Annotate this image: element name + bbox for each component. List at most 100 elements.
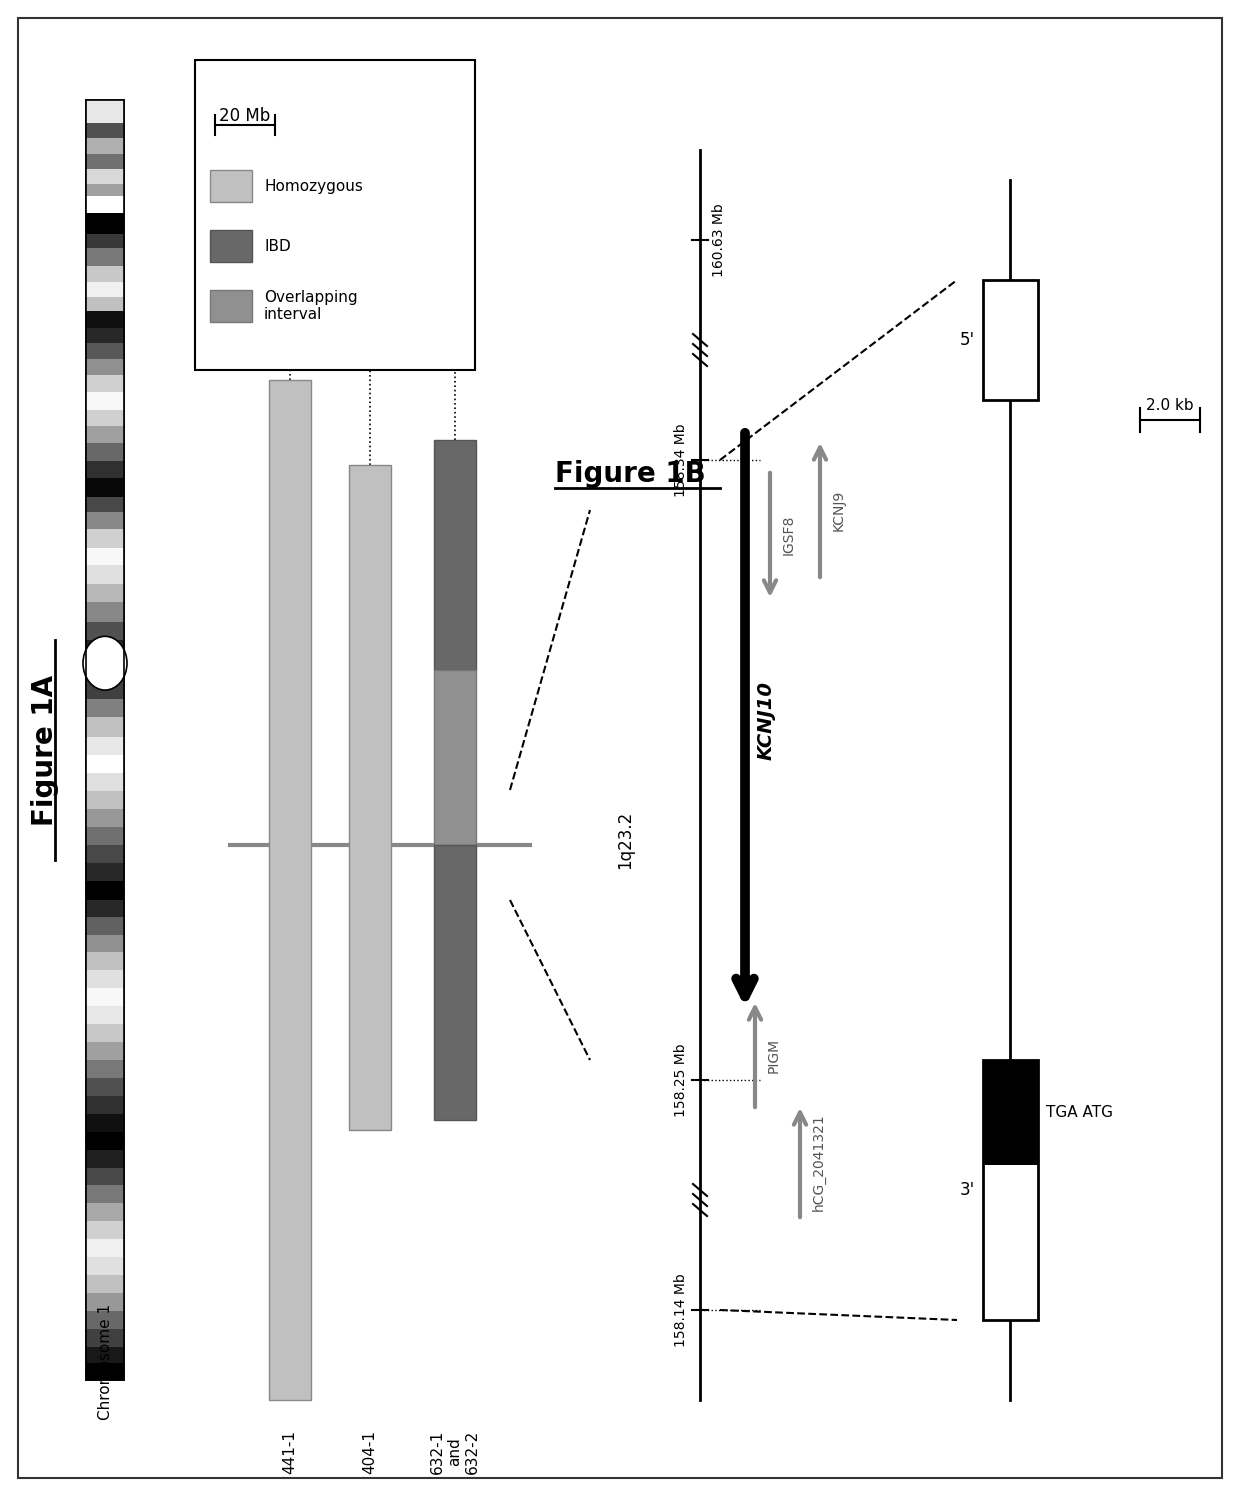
- Bar: [86, 863, 124, 881]
- Text: 404-1: 404-1: [362, 1430, 377, 1474]
- Text: 158.25 Mb: 158.25 Mb: [675, 1043, 688, 1118]
- Bar: [86, 881, 124, 901]
- Bar: [86, 123, 124, 139]
- Bar: [86, 100, 124, 123]
- Bar: [86, 809, 124, 827]
- Bar: [86, 845, 124, 863]
- Text: 1q23.2: 1q23.2: [616, 811, 634, 869]
- Bar: [86, 791, 124, 809]
- Bar: [86, 100, 124, 1379]
- Bar: [86, 548, 124, 564]
- Bar: [86, 1293, 124, 1310]
- Bar: [86, 699, 124, 717]
- Bar: [86, 1025, 124, 1043]
- Bar: [86, 497, 124, 512]
- Bar: [86, 100, 124, 1379]
- Text: 5': 5': [960, 331, 975, 349]
- Bar: [86, 212, 124, 235]
- Bar: [210, 230, 252, 262]
- Bar: [86, 1079, 124, 1097]
- Bar: [86, 1185, 124, 1203]
- Text: 158.34 Mb: 158.34 Mb: [675, 423, 688, 497]
- Bar: [86, 443, 124, 461]
- Bar: [86, 235, 124, 248]
- Bar: [86, 139, 124, 154]
- Bar: [86, 359, 124, 375]
- Bar: [86, 1239, 124, 1257]
- Text: hCG_2041321: hCG_2041321: [812, 1113, 826, 1212]
- Bar: [86, 328, 124, 343]
- Bar: [86, 184, 124, 196]
- Bar: [86, 679, 124, 699]
- Bar: [86, 375, 124, 392]
- Bar: [86, 1346, 124, 1363]
- Bar: [86, 1113, 124, 1131]
- Bar: [86, 281, 124, 298]
- Bar: [86, 917, 124, 935]
- Text: Overlapping
interval: Overlapping interval: [264, 290, 357, 322]
- Bar: [86, 1221, 124, 1239]
- Bar: [86, 528, 124, 548]
- Bar: [86, 953, 124, 971]
- Bar: [982, 1165, 1038, 1319]
- Text: 632-1
and
632-2: 632-1 and 632-2: [430, 1430, 480, 1474]
- Bar: [86, 266, 124, 281]
- Bar: [86, 1007, 124, 1025]
- Ellipse shape: [83, 636, 126, 690]
- Bar: [86, 661, 124, 679]
- Bar: [86, 512, 124, 528]
- Bar: [210, 290, 252, 322]
- Text: IBD: IBD: [264, 238, 290, 253]
- Bar: [434, 440, 476, 670]
- Text: Chromosome 1: Chromosome 1: [98, 1305, 113, 1420]
- Bar: [86, 1257, 124, 1275]
- Bar: [434, 670, 476, 845]
- Bar: [86, 1167, 124, 1185]
- Bar: [86, 1328, 124, 1346]
- Bar: [86, 989, 124, 1007]
- Bar: [195, 60, 475, 370]
- Bar: [86, 477, 124, 497]
- Bar: [86, 343, 124, 359]
- Bar: [86, 773, 124, 791]
- Bar: [86, 564, 124, 583]
- Text: IGSF8: IGSF8: [782, 515, 796, 555]
- Bar: [86, 169, 124, 184]
- Bar: [86, 971, 124, 989]
- Text: 160.63 Mb: 160.63 Mb: [712, 203, 725, 277]
- Bar: [86, 1310, 124, 1328]
- Bar: [86, 1363, 124, 1379]
- Bar: [86, 935, 124, 953]
- Bar: [86, 1203, 124, 1221]
- Text: KCNJ10: KCNJ10: [756, 681, 776, 760]
- Bar: [86, 248, 124, 266]
- Bar: [86, 640, 124, 661]
- Text: PIGM: PIGM: [768, 1037, 781, 1073]
- Bar: [86, 827, 124, 845]
- Text: 2.0 kb: 2.0 kb: [1146, 398, 1194, 413]
- Text: 20 Mb: 20 Mb: [219, 108, 270, 126]
- Text: KCNJ9: KCNJ9: [832, 489, 846, 531]
- Bar: [86, 196, 124, 212]
- Bar: [86, 717, 124, 738]
- Bar: [86, 311, 124, 328]
- Bar: [982, 1061, 1038, 1319]
- Bar: [86, 1043, 124, 1061]
- Text: TGA ATG: TGA ATG: [1045, 1106, 1112, 1121]
- Text: 158.14 Mb: 158.14 Mb: [675, 1273, 688, 1346]
- Bar: [86, 298, 124, 311]
- Text: Figure 1B: Figure 1B: [556, 459, 706, 488]
- Bar: [269, 380, 311, 1400]
- Bar: [86, 622, 124, 640]
- Bar: [86, 1061, 124, 1079]
- Text: 3': 3': [960, 1180, 975, 1198]
- Bar: [348, 465, 391, 1129]
- Text: 441-1: 441-1: [283, 1430, 298, 1474]
- Bar: [86, 410, 124, 426]
- Bar: [86, 1149, 124, 1167]
- Bar: [982, 280, 1038, 399]
- Bar: [86, 461, 124, 477]
- Bar: [86, 583, 124, 601]
- Bar: [86, 426, 124, 443]
- Text: Figure 1A: Figure 1A: [31, 675, 60, 826]
